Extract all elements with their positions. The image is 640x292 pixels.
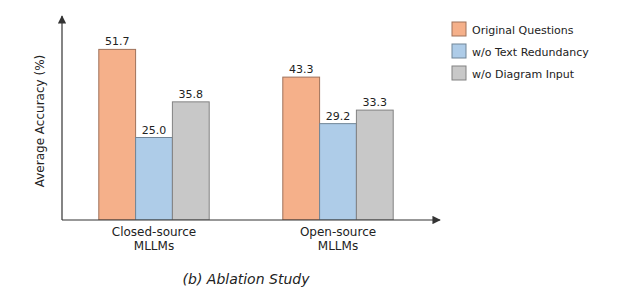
data-label: 43.3 xyxy=(289,63,314,76)
data-label: 35.8 xyxy=(179,88,204,101)
x-tick-label-line: MLLMs xyxy=(318,239,358,253)
y-axis xyxy=(61,16,62,220)
legend-label: w/o Text Redundancy xyxy=(472,46,589,59)
bar xyxy=(172,102,209,220)
data-label: 25.0 xyxy=(142,124,167,137)
data-label: 33.3 xyxy=(363,96,388,109)
legend-swatch xyxy=(452,22,466,36)
bar xyxy=(356,110,393,220)
x-tick-label-line: MLLMs xyxy=(134,239,174,253)
legend-swatch xyxy=(452,66,466,80)
bar xyxy=(283,77,320,220)
legend: Original Questions w/o Text Redundancy w/o… xyxy=(452,22,589,81)
x-tick-label-line: Closed-source xyxy=(112,225,197,239)
x-tick-label: Open-sourceMLLMs xyxy=(300,225,376,253)
chart-container: 51.743.325.029.235.833.3Closed-sourceMLL… xyxy=(0,0,640,292)
x-tick-label: Closed-sourceMLLMs xyxy=(112,225,197,253)
x-tick-label-line: Open-source xyxy=(300,225,376,239)
legend-label: Original Questions xyxy=(472,24,574,37)
data-labels: 51.7 43.3 25.0 29.2 35.8 33.3 xyxy=(105,35,387,136)
subtitle: (b) Ablation Study xyxy=(183,271,311,287)
data-label: 51.7 xyxy=(105,35,130,48)
y-axis-label: Average Accuracy (%) xyxy=(33,55,47,187)
chart-svg: 51.743.325.029.235.833.3Closed-sourceMLL… xyxy=(0,0,640,292)
bar xyxy=(99,49,136,220)
bar xyxy=(136,138,173,221)
bar xyxy=(320,124,357,220)
bars xyxy=(99,49,393,220)
legend-label: w/o Diagram Input xyxy=(472,68,575,81)
x-axis xyxy=(62,219,440,220)
legend-swatch xyxy=(452,44,466,58)
data-label: 29.2 xyxy=(326,110,351,123)
